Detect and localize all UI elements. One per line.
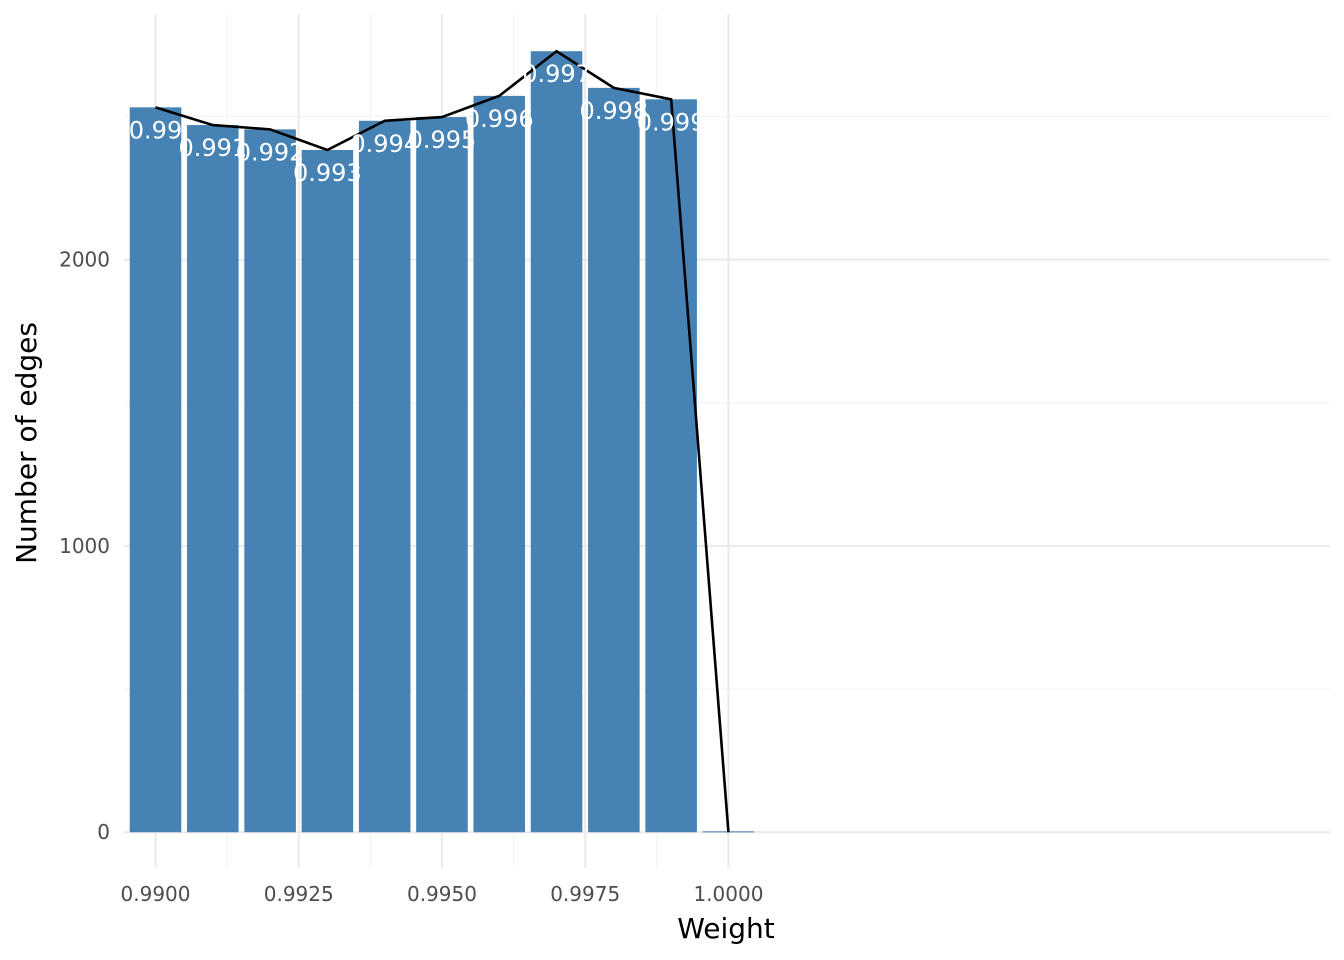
- line-layer: [155, 49, 730, 833]
- y-tick-label: 0: [97, 820, 110, 844]
- tick-label-layer: 0.9900 0.9925 0.9950 0.9975 1.0000 0 1000 2000: [59, 248, 763, 906]
- bar-data-label: 0.994: [350, 130, 419, 158]
- bar: [588, 87, 640, 833]
- bar: [244, 129, 296, 833]
- bar: [187, 125, 239, 833]
- bar: [129, 107, 182, 833]
- y-tick-label: 1000: [59, 534, 110, 558]
- bar-data-label: 0.999: [637, 108, 706, 136]
- bar-data-label: 0.993: [293, 159, 362, 187]
- bar-layer: [129, 51, 755, 833]
- bar: [645, 99, 697, 833]
- y-axis-title: Number of edges: [10, 322, 43, 564]
- x-tick-label: 1.0000: [693, 882, 763, 906]
- trend-line: [155, 49, 730, 833]
- bar-data-label: 0.997: [522, 60, 591, 88]
- x-tick-label: 0.9950: [407, 882, 477, 906]
- bar-data-label: 0.995: [408, 126, 477, 154]
- bar: [358, 120, 411, 833]
- x-tick-label: 0.9925: [264, 882, 334, 906]
- bar-data-label: 0.99: [129, 116, 182, 144]
- bar-data-label: 0.991: [178, 134, 247, 162]
- x-tick-label: 0.9900: [121, 882, 191, 906]
- x-axis-title: Weight: [677, 912, 775, 945]
- bar-data-label: 0.992: [236, 138, 305, 166]
- bar: [530, 51, 583, 833]
- bar: [301, 149, 354, 833]
- bar: [416, 117, 468, 833]
- bar: [473, 95, 526, 833]
- x-tick-label: 0.9975: [550, 882, 620, 906]
- bar-data-label: 0.998: [579, 97, 648, 125]
- y-tick-label: 2000: [59, 248, 110, 272]
- bar-data-label: 0.996: [465, 105, 534, 133]
